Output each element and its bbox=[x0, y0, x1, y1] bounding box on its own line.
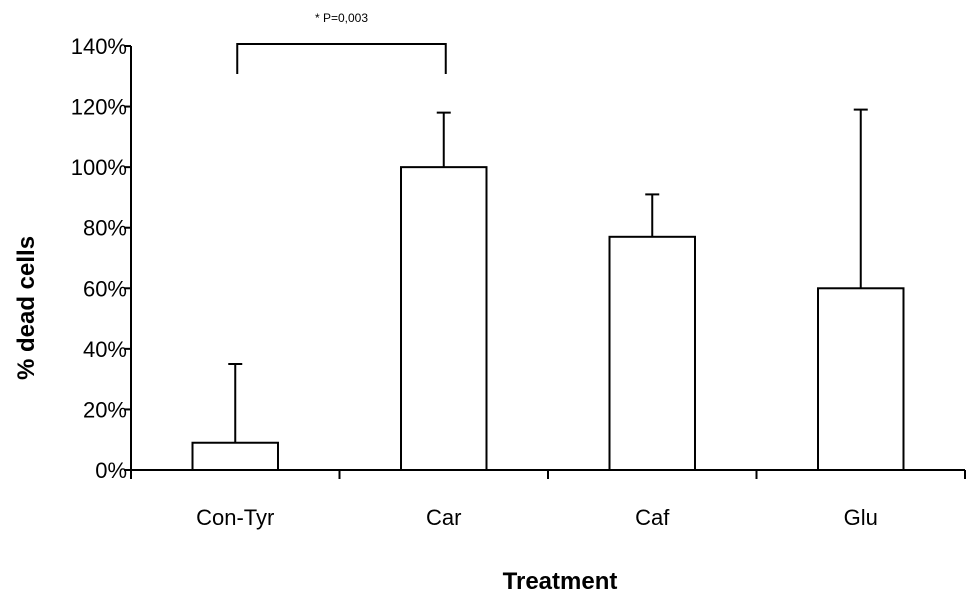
x-tick-label: Caf bbox=[635, 505, 670, 530]
bar-car bbox=[400, 166, 488, 471]
bar-caf bbox=[608, 235, 696, 471]
y-tick-label: 40% bbox=[83, 337, 127, 362]
x-axis: Con-Tyr Car Caf Glu bbox=[130, 469, 966, 530]
y-tick-label: 140% bbox=[71, 34, 127, 59]
bar-con-tyr bbox=[191, 441, 279, 472]
significance-bracket bbox=[236, 43, 447, 74]
y-tick-label: 60% bbox=[83, 276, 127, 301]
x-axis-title: Treatment bbox=[503, 568, 618, 594]
significance-label: * P=0,003 bbox=[315, 11, 368, 25]
y-axis-title: % dead cells bbox=[13, 236, 40, 380]
significance-annotation: * P=0,003 bbox=[236, 11, 447, 74]
y-tick-label: 80% bbox=[83, 216, 127, 241]
x-tick-label: Car bbox=[426, 505, 461, 530]
bars-group bbox=[191, 166, 905, 472]
y-tick-label: 0% bbox=[95, 458, 127, 483]
y-tick-label: 100% bbox=[71, 155, 127, 180]
bar-glu bbox=[817, 287, 905, 471]
x-tick-label: Glu bbox=[844, 505, 878, 530]
y-axis: 0% 20% 40% 60% 80% 100% 120% 140% bbox=[71, 34, 132, 483]
error-bars-group bbox=[228, 108, 868, 443]
y-tick-label: 20% bbox=[83, 397, 127, 422]
y-tick-label: 120% bbox=[71, 95, 127, 120]
x-tick-label: Con-Tyr bbox=[196, 505, 274, 530]
